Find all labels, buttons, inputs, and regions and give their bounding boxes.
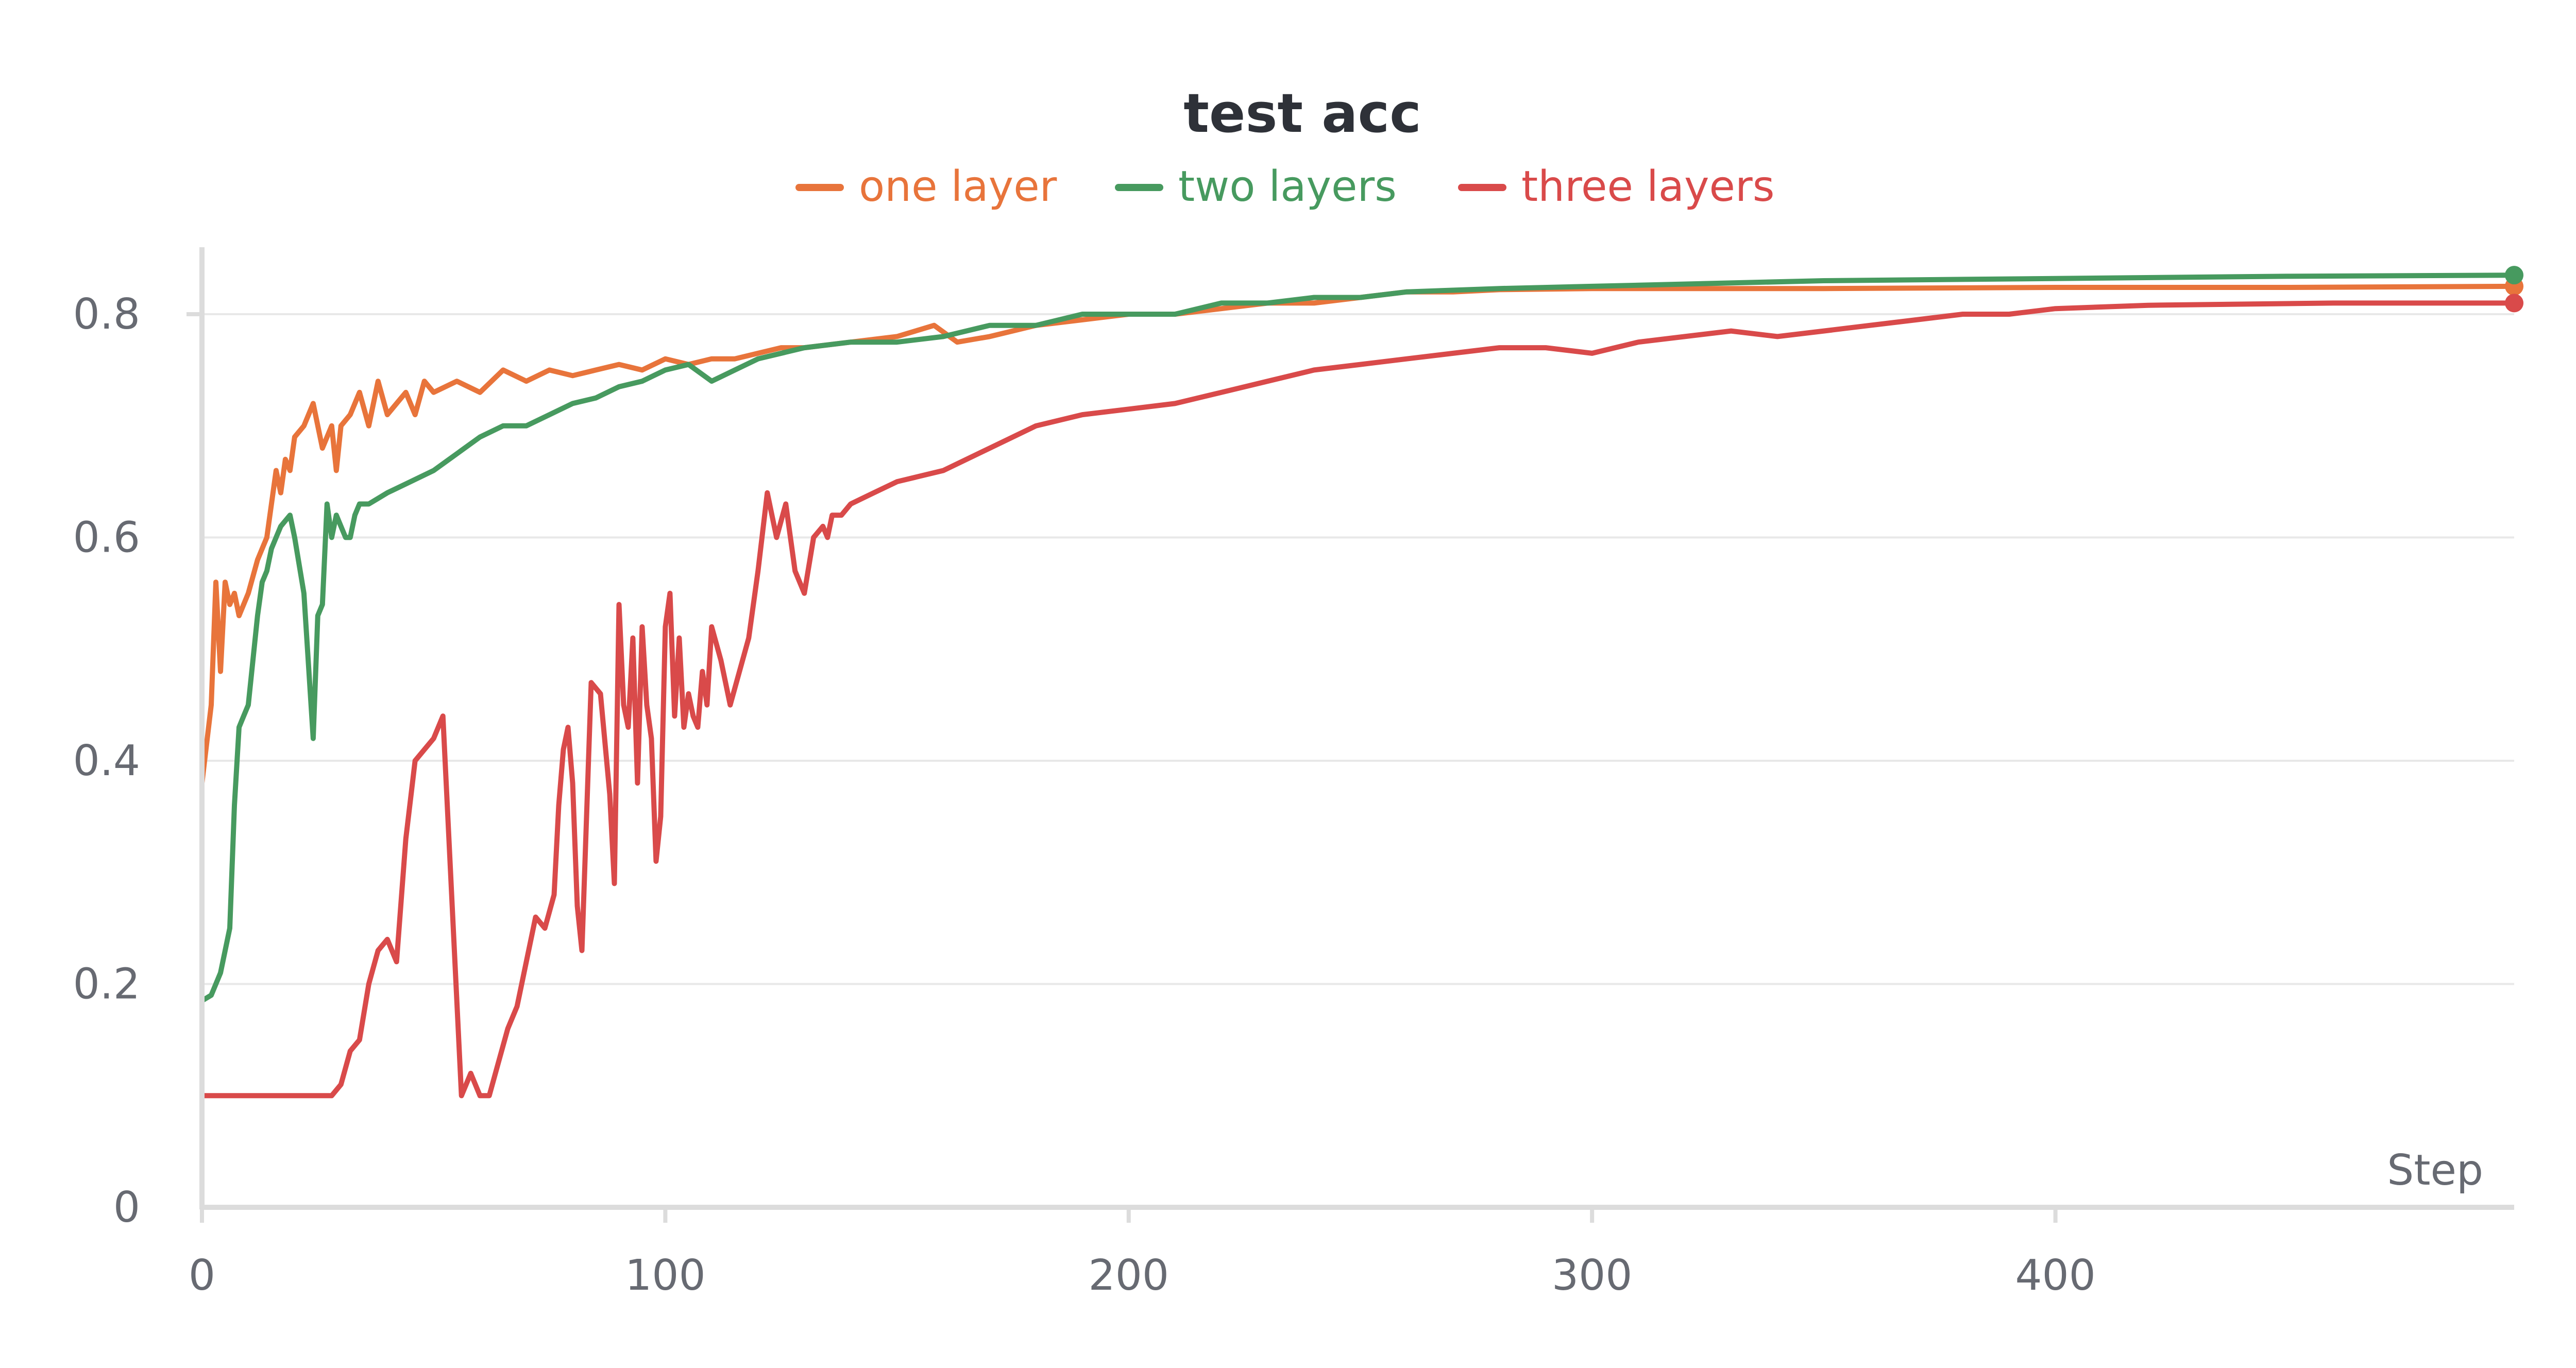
- y-tick-label: 0: [113, 1183, 140, 1232]
- x-tick-label: 400: [2015, 1251, 2096, 1300]
- y-tick-label: 0.2: [73, 960, 140, 1009]
- y-tick-label: 0.6: [73, 514, 140, 562]
- legend-label: one layer: [859, 162, 1057, 211]
- y-tick-label: 0.8: [73, 290, 140, 339]
- series-end-marker-three-layers: [2505, 294, 2523, 313]
- legend-item-three-layers[interactable]: three layers: [1458, 162, 1774, 211]
- series-line-one-layer: [199, 283, 2517, 786]
- x-tick-label: 200: [1089, 1251, 1170, 1300]
- legend: one layer two layers three layers: [795, 162, 1774, 211]
- x-axis-label: Step: [2387, 1146, 2483, 1195]
- y-tick-label: 0.4: [73, 737, 140, 785]
- x-tick-label: 100: [625, 1251, 706, 1300]
- chart-title: test acc: [1183, 82, 1421, 145]
- x-tick-label: 0: [189, 1251, 215, 1300]
- legend-item-two-layers[interactable]: two layers: [1115, 162, 1397, 211]
- x-tick-label: 300: [1552, 1251, 1633, 1300]
- series-group: [199, 266, 2523, 1099]
- axes: [187, 247, 2514, 1223]
- legend-label: three layers: [1521, 162, 1774, 211]
- legend-label: two layers: [1178, 162, 1397, 211]
- series-end-marker-two-layers: [2505, 266, 2523, 285]
- series-line-two-layers: [199, 272, 2517, 1003]
- tick-labels: 0 0.2 0.4 0.6 0.8 0 100 200 300 400: [73, 290, 2096, 1300]
- legend-item-one-layer[interactable]: one layer: [795, 162, 1057, 211]
- series-line-three-layers: [199, 300, 2517, 1099]
